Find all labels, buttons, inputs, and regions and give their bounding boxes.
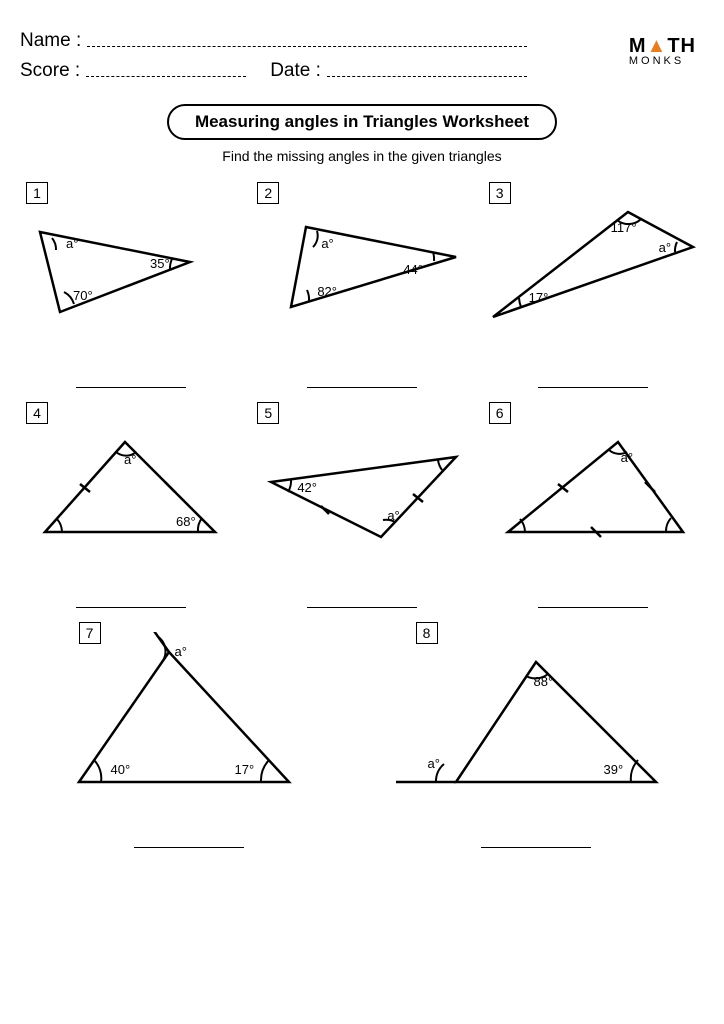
score-input-line[interactable] xyxy=(86,65,246,77)
logo-text-m: M xyxy=(629,35,647,57)
problem-4: 4 a° 68° xyxy=(20,402,241,612)
triangle-6 xyxy=(483,412,713,562)
answer-line[interactable] xyxy=(76,607,186,608)
triangle-4 xyxy=(20,412,250,562)
angle-label: 17° xyxy=(235,762,255,777)
answer-line[interactable] xyxy=(134,847,244,848)
triangle-2 xyxy=(251,192,481,342)
problem-8: 8 88° a° 39° xyxy=(386,622,686,852)
angle-label: a° xyxy=(175,644,187,659)
logo-triangle-icon: ▲ xyxy=(647,35,668,57)
logo: M▲TH MONKS xyxy=(629,36,696,67)
problem-3: 3 117° a° 17° xyxy=(483,182,704,392)
angle-label: 35° xyxy=(150,256,170,271)
triangle-3 xyxy=(483,192,713,342)
angle-label: a° xyxy=(659,240,671,255)
worksheet-title: Measuring angles in Triangles Worksheet xyxy=(167,104,557,140)
answer-line[interactable] xyxy=(481,847,591,848)
answer-line[interactable] xyxy=(307,387,417,388)
problem-2: 2 a° 82° 44° xyxy=(251,182,472,392)
answer-line[interactable] xyxy=(307,607,417,608)
problem-6: 6 a° xyxy=(483,402,704,612)
angle-label: 88° xyxy=(534,674,554,689)
answer-line[interactable] xyxy=(76,387,186,388)
problem-1: 1 a° 35° 70° xyxy=(20,182,241,392)
angle-label: a° xyxy=(66,236,78,251)
angle-label: 40° xyxy=(111,762,131,777)
name-input-line[interactable] xyxy=(87,35,527,47)
instruction-text: Find the missing angles in the given tri… xyxy=(20,148,704,164)
angle-label: 68° xyxy=(176,514,196,529)
name-row: Name : xyxy=(20,30,704,52)
angle-label: 70° xyxy=(73,288,93,303)
title-row: Measuring angles in Triangles Worksheet xyxy=(20,90,704,148)
problems-row-3: 7 a° 40° 17° 8 xyxy=(20,622,704,852)
angle-label: 117° xyxy=(611,220,637,235)
logo-text-th: TH xyxy=(667,35,696,57)
triangle-5 xyxy=(251,412,481,562)
answer-line[interactable] xyxy=(538,387,648,388)
problem-7: 7 a° 40° 17° xyxy=(39,622,339,852)
triangle-8 xyxy=(386,632,686,802)
worksheet-page: M▲TH MONKS Name : Score : Date : Measuri… xyxy=(0,0,724,872)
angle-label: a° xyxy=(321,236,333,251)
date-input-line[interactable] xyxy=(327,65,527,77)
problems-row-2: 4 a° 68° 5 xyxy=(20,402,704,612)
score-label: Score : xyxy=(20,60,80,82)
logo-subtext: MONKS xyxy=(629,56,696,67)
angle-label: 82° xyxy=(317,284,337,299)
answer-line[interactable] xyxy=(538,607,648,608)
score-date-row: Score : Date : xyxy=(20,60,704,82)
angle-label: a° xyxy=(428,756,440,771)
problem-5: 5 42° a° xyxy=(251,402,472,612)
triangle-1 xyxy=(20,192,250,342)
angle-label: a° xyxy=(387,508,399,523)
angle-label: 39° xyxy=(604,762,624,777)
angle-label: 42° xyxy=(297,480,317,495)
problems-row-1: 1 a° 35° 70° 2 a° 82° 44° xyxy=(20,182,704,392)
name-label: Name : xyxy=(20,30,81,52)
angle-label: a° xyxy=(621,450,633,465)
date-label: Date : xyxy=(270,60,321,82)
angle-label: 44° xyxy=(403,262,423,277)
angle-label: 17° xyxy=(529,290,549,305)
triangle-7 xyxy=(39,632,339,802)
angle-label: a° xyxy=(124,452,136,467)
